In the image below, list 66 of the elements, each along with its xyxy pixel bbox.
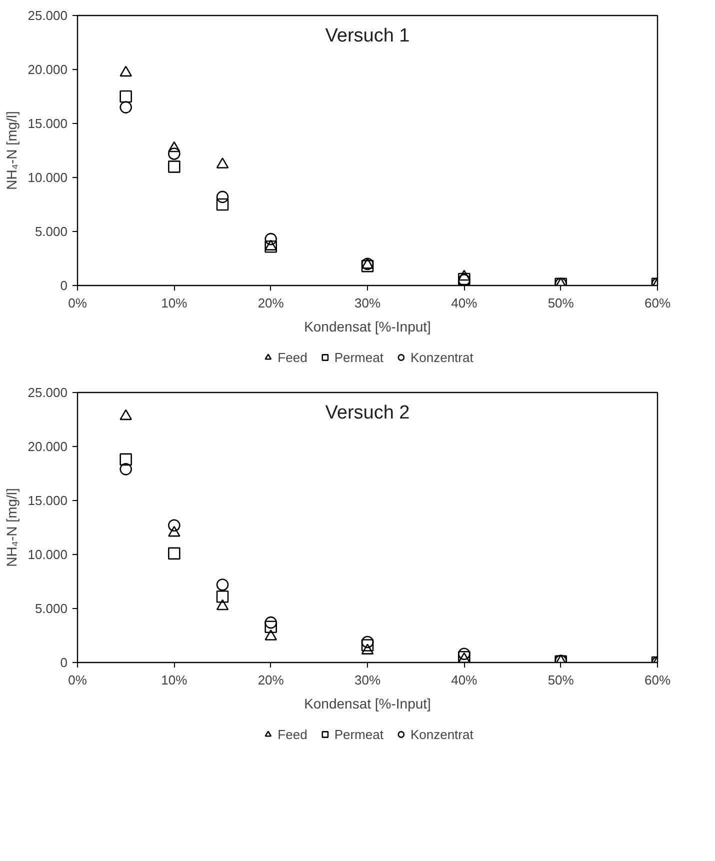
legend-label: Permeat: [334, 726, 384, 742]
point: [216, 190, 229, 204]
x-tick-label: 10%: [161, 296, 188, 310]
point: [216, 198, 229, 211]
y-tick-label: 15.000: [28, 493, 68, 508]
point: [264, 240, 277, 253]
point: [361, 636, 374, 648]
point: [168, 526, 180, 537]
y-axis-title: NH₄-N [mg/l]: [4, 111, 20, 190]
x-tick-label: 30%: [354, 296, 381, 310]
point: [264, 630, 277, 640]
point: [120, 90, 132, 103]
point: [264, 240, 277, 250]
x-tick-label: 60%: [644, 672, 671, 688]
text: Versuch 2: [325, 402, 410, 424]
point: [168, 160, 180, 173]
legend-label: Feed: [278, 726, 308, 742]
x-axis-title: Kondensat [%-Input]: [304, 318, 431, 334]
point: [168, 148, 180, 160]
text: Versuch 1: [325, 26, 410, 46]
point: [458, 270, 470, 281]
point: [168, 547, 180, 560]
x-tick-label: 0%: [68, 672, 88, 688]
x-tick-label: 40%: [451, 296, 478, 310]
point: [264, 620, 277, 634]
y-tick-label: 20.000: [28, 439, 68, 454]
x-tick-label: 10%: [161, 672, 188, 688]
y-tick-label: 10.000: [28, 547, 68, 562]
x-tick-label: 30%: [354, 672, 381, 688]
x-tick-label: 20%: [258, 672, 284, 688]
point: [120, 66, 132, 77]
legend-label: Konzentrat: [410, 726, 474, 742]
point: [361, 644, 374, 654]
y-tick-label: 0: [60, 278, 68, 293]
point: [168, 141, 180, 152]
legend-label: Permeat: [334, 350, 384, 364]
y-tick-label: 10.000: [28, 170, 68, 185]
y-tick-label: 25.000: [28, 8, 68, 23]
point: [216, 599, 229, 610]
y-axis-title: NH₄-N [mg/l]: [4, 488, 20, 567]
x-tick-label: 40%: [451, 672, 478, 688]
point: [458, 648, 470, 660]
x-tick-label: 0%: [68, 296, 88, 310]
point: [120, 101, 132, 114]
legend-label: Feed: [278, 350, 308, 364]
y-tick-label: 25.000: [28, 385, 68, 400]
y-tick-label: 15.000: [28, 116, 68, 131]
legend-label: Konzentrat: [410, 350, 474, 364]
y-tick-label: 20.000: [28, 62, 68, 77]
y-tick-label: 5.000: [34, 224, 68, 239]
x-tick-label: 20%: [258, 296, 284, 310]
point: [168, 519, 180, 532]
point: [216, 578, 229, 591]
point: [120, 453, 132, 466]
y-tick-label: 0: [60, 655, 68, 670]
point: [264, 232, 277, 246]
point: [216, 158, 229, 168]
point: [216, 590, 229, 603]
point: [264, 616, 277, 629]
point: [120, 463, 132, 476]
point: [361, 639, 374, 652]
x-tick-label: 60%: [644, 296, 671, 310]
x-tick-label: 50%: [548, 296, 574, 310]
y-tick-label: 5.000: [34, 601, 68, 616]
x-axis-title: Kondensat [%-Input]: [304, 696, 431, 712]
x-tick-label: 50%: [548, 672, 574, 688]
